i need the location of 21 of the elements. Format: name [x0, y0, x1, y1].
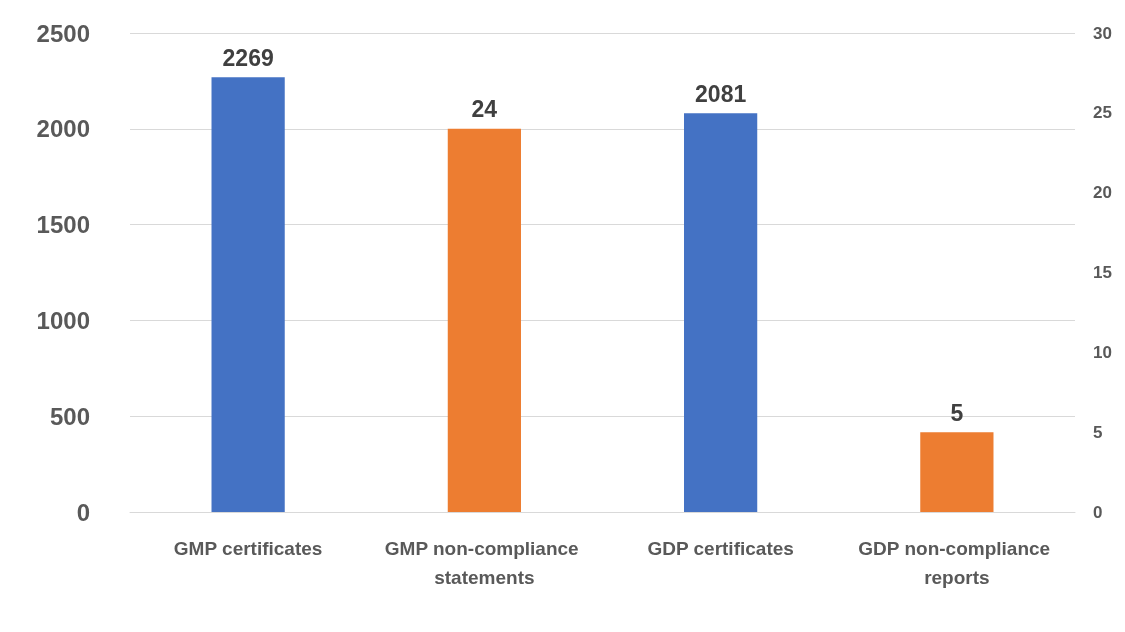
- y2-tick-label: 20: [1093, 183, 1112, 203]
- data-label: 2269: [222, 44, 274, 71]
- x-tick-label: GMP certificates: [173, 538, 323, 559]
- y2-tick-label: 30: [1093, 23, 1112, 43]
- y-tick-label: 1000: [36, 306, 90, 334]
- y2-tick-label: 0: [1093, 502, 1103, 522]
- y-tick-label: 500: [49, 402, 90, 430]
- data-label: 2081: [695, 80, 747, 107]
- y2-tick-label: 25: [1093, 103, 1112, 123]
- y2-tick-label: 15: [1093, 263, 1112, 282]
- y-tick-label: 2500: [36, 19, 90, 47]
- y2-tick-label: 5: [1093, 422, 1103, 442]
- y-tick-label: 1500: [36, 211, 90, 239]
- data-label: 5: [950, 399, 964, 426]
- x-tick-label: GMP non-compliance statements: [384, 538, 584, 588]
- y-tick-label: 0: [76, 498, 90, 526]
- y-tick-label: 2000: [36, 115, 90, 143]
- x-tick-label: GDP non-compliance reports: [858, 538, 1056, 588]
- y2-tick-label: 10: [1093, 342, 1112, 362]
- data-label: 24: [471, 96, 498, 123]
- x-tick-label: GDP certificates: [647, 538, 794, 559]
